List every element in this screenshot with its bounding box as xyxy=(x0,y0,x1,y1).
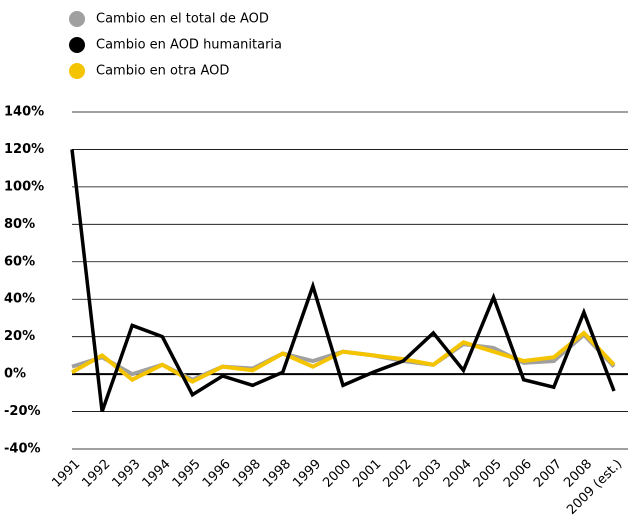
legend-label: Cambio en el total de AOD xyxy=(96,12,269,27)
x-tick-label: 1992 xyxy=(79,457,113,491)
y-tick-label: -40% xyxy=(4,442,41,457)
x-tick-label: 2006 xyxy=(501,457,535,491)
y-tick-label: 20% xyxy=(4,329,35,344)
legend-marker xyxy=(69,11,85,27)
x-tick-label: 2005 xyxy=(471,457,505,491)
y-tick-label: -20% xyxy=(4,404,41,419)
y-tick-label: 0% xyxy=(4,367,26,382)
x-tick-label: 2007 xyxy=(531,457,565,491)
series-line xyxy=(70,149,616,413)
x-tick-label: 2002 xyxy=(381,457,415,491)
x-tick-label: 1998 xyxy=(260,457,294,491)
x-tick-label: 1993 xyxy=(110,457,144,491)
x-tick-label: 1995 xyxy=(170,457,204,491)
x-tick-label: 1991 xyxy=(49,457,83,491)
x-tick-label: 1994 xyxy=(140,457,174,491)
legend-marker xyxy=(69,37,85,53)
y-tick-label: 80% xyxy=(4,217,35,232)
y-tick-label: 100% xyxy=(4,179,44,194)
x-tick-label: 1998 xyxy=(230,457,264,491)
legend-marker xyxy=(69,63,85,79)
x-tick-label: 2001 xyxy=(350,457,384,491)
x-tick-label: 2003 xyxy=(411,457,445,491)
y-tick-label: 60% xyxy=(4,254,35,269)
x-tick-label: 2004 xyxy=(441,457,475,491)
legend-label: Cambio en otra AOD xyxy=(96,64,229,79)
series-line xyxy=(71,332,616,382)
x-tick-label: 2000 xyxy=(320,457,354,491)
y-tick-label: 120% xyxy=(4,142,44,157)
legend-label: Cambio en AOD humanitaria xyxy=(96,38,282,53)
y-tick-label: 140% xyxy=(4,105,44,120)
x-tick-label: 1999 xyxy=(290,457,324,491)
series-line xyxy=(71,330,616,384)
y-tick-label: 40% xyxy=(4,292,35,307)
x-tick-label: 1996 xyxy=(200,457,234,491)
